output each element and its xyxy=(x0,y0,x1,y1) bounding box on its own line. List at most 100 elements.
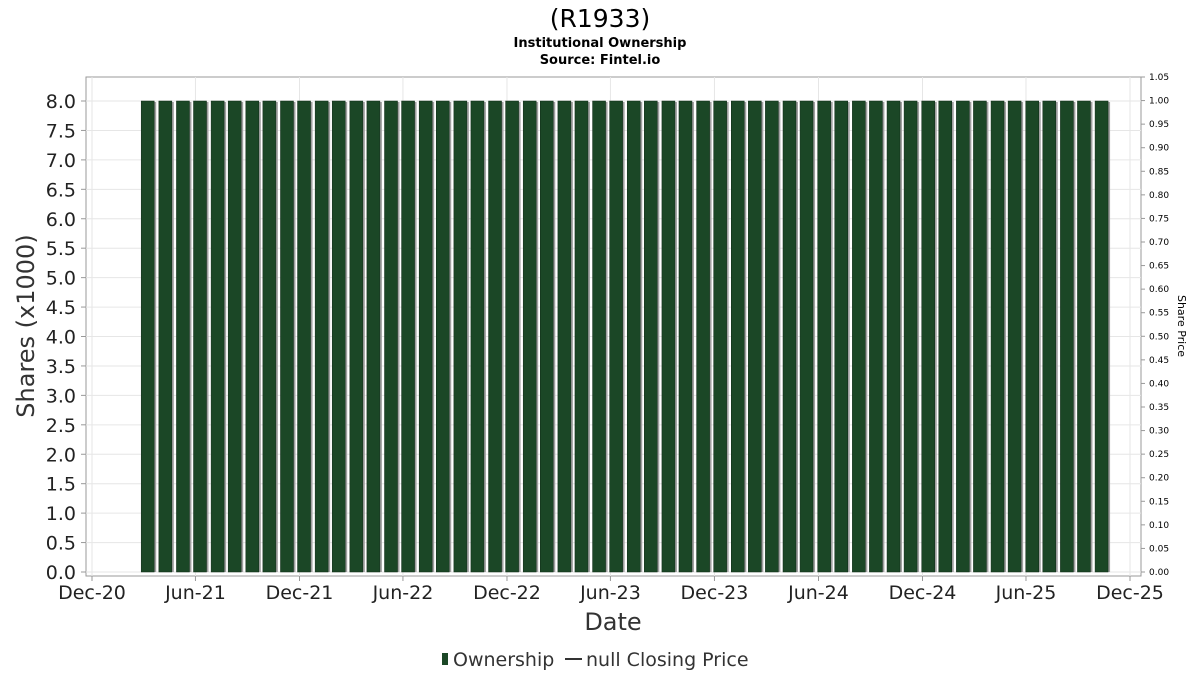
ownership-bar-fill xyxy=(626,100,641,573)
ownership-bar-fill xyxy=(1077,100,1091,573)
ownership-bar-fill xyxy=(644,100,658,573)
legend-price-label: null Closing Price xyxy=(586,649,749,671)
ownership-bar xyxy=(678,100,694,573)
ownership-bar xyxy=(314,100,331,573)
ownership-bar xyxy=(158,100,174,573)
ownership-bar xyxy=(1094,100,1111,573)
right-y-tick-label: 0.60 xyxy=(1149,285,1169,295)
ownership-bar-fill xyxy=(470,100,485,573)
right-y-tick-label: 0.05 xyxy=(1149,544,1169,554)
ownership-bar-fill xyxy=(1060,100,1074,573)
ownership-bar-fill xyxy=(1094,100,1109,573)
right-y-tick-label: 0.00 xyxy=(1149,568,1169,578)
ownership-bar-fill xyxy=(418,100,433,573)
right-y-tick-label: 0.55 xyxy=(1149,309,1169,319)
x-axis-label: Date xyxy=(584,608,641,636)
ownership-bar-fill xyxy=(731,100,745,573)
y-tick-label: 7.5 xyxy=(46,120,76,142)
right-y-tick-label: 0.85 xyxy=(1149,167,1169,177)
ownership-bar-fill xyxy=(696,100,710,573)
y-tick-label: 4.0 xyxy=(46,327,76,349)
ownership-bar xyxy=(418,100,435,573)
ownership-bar xyxy=(297,100,313,573)
right-y-axis: 0.00 0.05 0.10 0.15 0.20 0.25 0.30 0.35 0.40 0.45… xyxy=(1141,73,1169,578)
ownership-bar xyxy=(245,100,261,573)
ownership-bar-fill xyxy=(435,100,450,573)
ownership-bar xyxy=(765,100,781,573)
ownership-bar xyxy=(488,100,504,573)
ownership-bar-fill xyxy=(193,100,207,573)
ownership-bar xyxy=(782,100,798,573)
ownership-bar-fill xyxy=(799,100,814,573)
y-tick-label: 5.5 xyxy=(46,238,76,260)
ownership-bar xyxy=(990,100,1007,573)
y-tick-label: 1.5 xyxy=(46,474,76,496)
ownership-bar xyxy=(834,100,850,573)
ownership-bar xyxy=(505,100,521,573)
ownership-bar xyxy=(280,100,296,573)
right-y-axis-label: Share Price xyxy=(1175,295,1188,357)
x-tick-label: Dec-21 xyxy=(266,582,334,604)
right-y-tick-label: 1.05 xyxy=(1149,73,1169,83)
chart-subtitle-ownership: Institutional Ownership xyxy=(514,36,687,51)
ownership-bar-fill xyxy=(245,100,260,573)
ownership-bar-fill xyxy=(990,100,1005,573)
ownership-bar xyxy=(176,100,192,573)
ownership-bar xyxy=(366,100,382,573)
ownership-bar-fill xyxy=(314,100,329,573)
right-y-tick-label: 0.30 xyxy=(1149,427,1169,437)
ownership-bar-fill xyxy=(488,100,502,573)
left-y-axis: 0.0 0.5 1.0 1.5 2.0 2.5 3.0 3.5 4.0 4.5 5.0 5.5 6.0 6… xyxy=(46,91,86,584)
ownership-bar xyxy=(938,100,954,573)
x-tick-label: Jun-24 xyxy=(787,582,849,604)
ownership-bar xyxy=(435,100,452,573)
ownership-bar-fill xyxy=(574,100,589,573)
ownership-bar-fill xyxy=(973,100,987,573)
ownership-bar-fill xyxy=(852,100,866,573)
x-axis: Dec-20 Jun-21 Dec-21 Jun-22 Dec-22 Jun-23 Dec-… xyxy=(58,576,1164,604)
right-y-tick-label: 0.75 xyxy=(1149,214,1169,224)
ownership-bar xyxy=(748,100,764,573)
ownership-bar-fill xyxy=(540,100,554,573)
y-tick-label: 4.5 xyxy=(46,297,76,319)
ownership-bar-fill xyxy=(505,100,519,573)
ownership-bar-fill xyxy=(765,100,779,573)
ownership-bar xyxy=(956,100,972,573)
y-tick-label: 6.0 xyxy=(46,209,76,231)
ownership-bar-fill xyxy=(886,100,901,573)
ownership-bar xyxy=(262,100,278,573)
right-y-tick-label: 0.95 xyxy=(1149,120,1169,130)
y-tick-label: 8.0 xyxy=(46,91,76,113)
ownership-bar xyxy=(921,100,937,573)
ownership-bar xyxy=(696,100,712,573)
ownership-bar xyxy=(193,100,209,573)
ownership-bar-fill xyxy=(1042,100,1057,573)
ownership-bar xyxy=(592,100,608,573)
ownership-bar-fill xyxy=(366,100,381,573)
ownership-bar xyxy=(574,100,590,573)
ownership-bar-fill xyxy=(869,100,883,573)
ownership-bar xyxy=(1060,100,1076,573)
x-tick-label: Dec-20 xyxy=(58,582,126,604)
ownership-bar xyxy=(470,100,486,573)
right-y-tick-label: 0.25 xyxy=(1149,450,1169,460)
ownership-bar-fill xyxy=(280,100,294,573)
ownership-bar-fill xyxy=(210,100,225,573)
right-y-tick-label: 0.45 xyxy=(1149,356,1169,366)
legend: Ownership null Closing Price xyxy=(442,649,749,671)
right-y-tick-label: 0.50 xyxy=(1149,332,1169,342)
ownership-bar-fill xyxy=(661,100,676,573)
ownership-bar-fill xyxy=(158,100,173,573)
y-axis-label: Shares (x1000) xyxy=(12,234,40,417)
ownership-bar xyxy=(331,100,348,573)
chart-subtitle-source: Source: Fintel.io xyxy=(540,53,661,68)
ownership-bar-fill xyxy=(297,100,311,573)
right-y-tick-label: 0.90 xyxy=(1149,144,1169,154)
y-tick-label: 5.0 xyxy=(46,268,76,290)
ownership-bar xyxy=(1042,100,1058,573)
ownership-bar-fill xyxy=(903,100,918,573)
ownership-bar xyxy=(540,100,556,573)
ownership-bar xyxy=(869,100,885,573)
ownership-bar xyxy=(626,100,643,573)
y-tick-label: 7.0 xyxy=(46,150,76,172)
